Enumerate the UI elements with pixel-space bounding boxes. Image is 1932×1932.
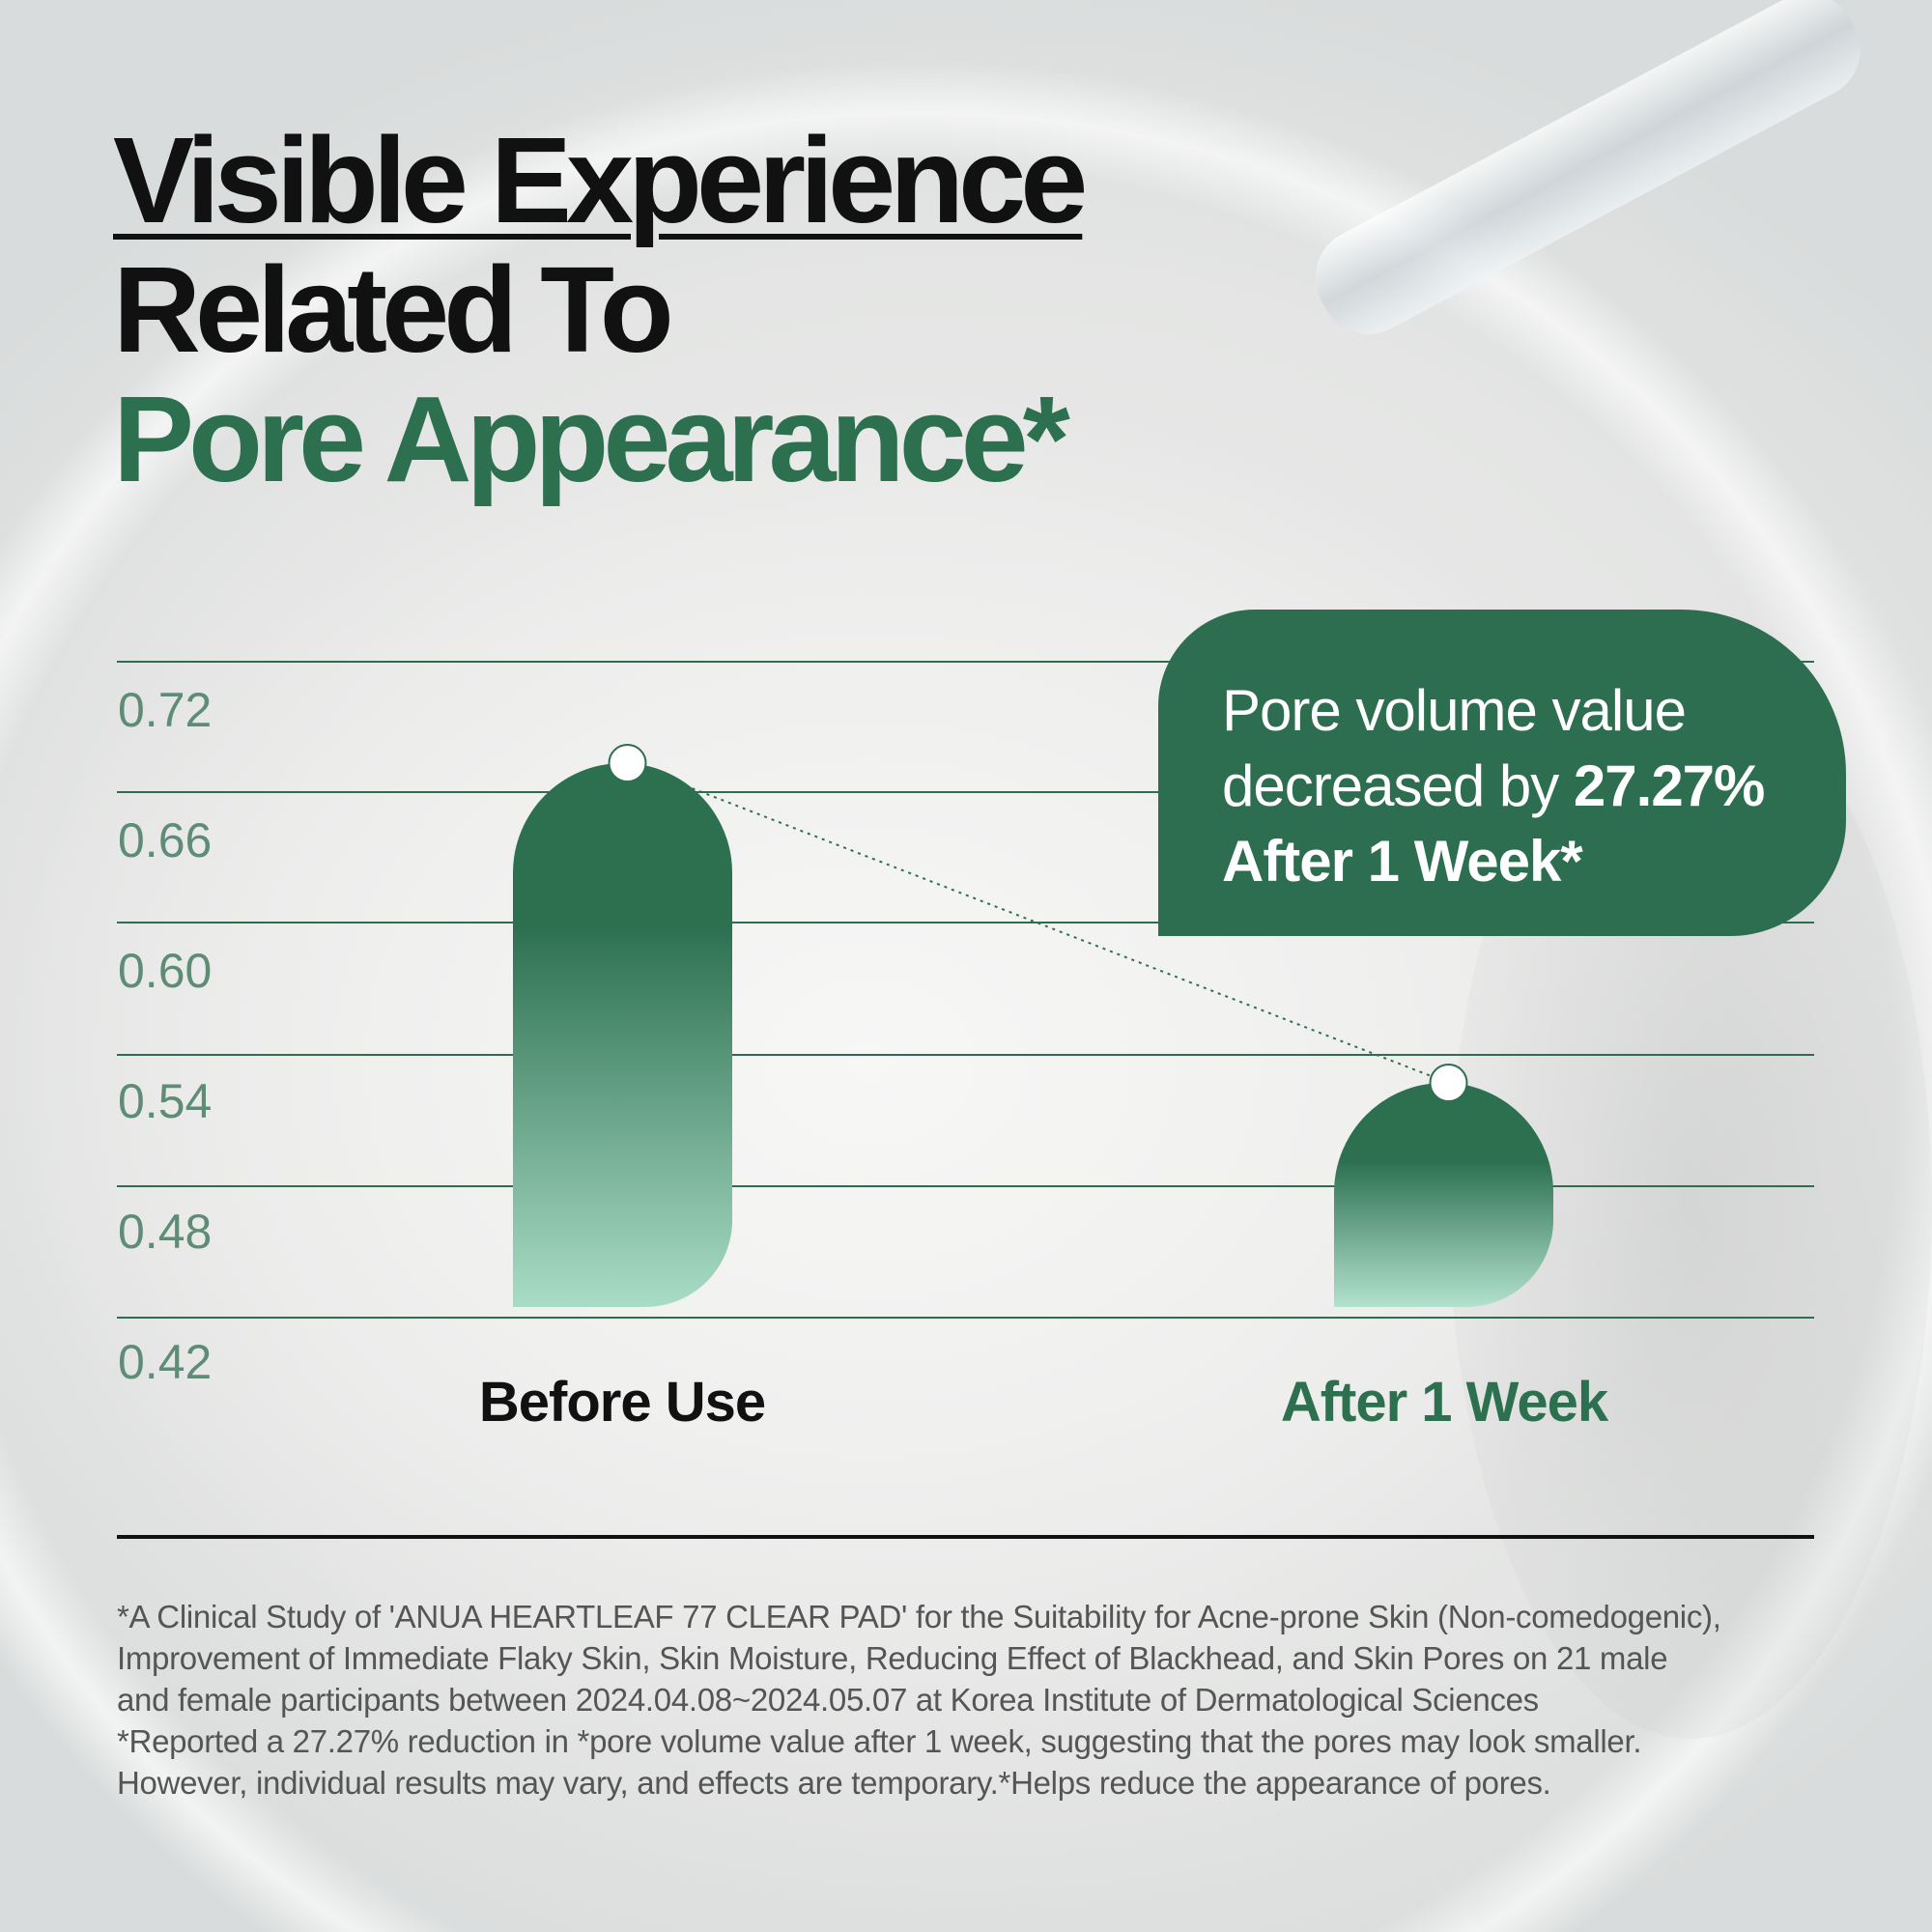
y-tick-label: 0.60 <box>118 944 213 998</box>
data-point-marker <box>608 744 647 782</box>
y-tick-label: 0.66 <box>118 813 213 867</box>
y-tick-label: 0.48 <box>118 1205 213 1259</box>
x-label-before-use: Before Use <box>478 1371 766 1434</box>
y-tick-label: 0.42 <box>118 1335 213 1389</box>
y-tick-label: 0.72 <box>118 683 213 737</box>
divider-rule <box>117 1535 1814 1539</box>
title-line-2: Related To <box>113 242 674 378</box>
footnote-line: and female participants between 2024.04.… <box>117 1682 1539 1718</box>
bar-after-1-week <box>1334 1083 1553 1307</box>
background-pad-rim <box>0 39 1932 1932</box>
result-callout: Pore volume value decreased by 27.27% Af… <box>1158 610 1846 936</box>
data-point-marker <box>1429 1064 1468 1102</box>
x-label-after-1-week: After 1 Week <box>1280 1371 1608 1434</box>
callout-line-2: decreased by <box>1222 753 1574 818</box>
footnote-line: However, individual results may vary, an… <box>117 1765 1551 1801</box>
connector-line <box>627 762 1449 1084</box>
footnote-line: *A Clinical Study of 'ANUA HEARTLEAF 77 … <box>117 1599 1721 1634</box>
callout-line-3: After 1 Week* <box>1222 829 1583 894</box>
callout-percentage: 27.27% <box>1573 753 1765 818</box>
bar-before-use <box>513 762 732 1307</box>
footnote-line: *Reported a 27.27% reduction in *pore vo… <box>117 1723 1642 1759</box>
title-line-3: Pore Appearance* <box>113 371 1070 507</box>
y-tick-label: 0.54 <box>118 1074 213 1128</box>
footnote-line: Improvement of Immediate Flaky Skin, Ski… <box>117 1640 1668 1676</box>
callout-line-1: Pore volume value <box>1222 678 1687 743</box>
footnote: *A Clinical Study of 'ANUA HEARTLEAF 77 … <box>117 1596 1914 1804</box>
title-line-1: Visible Experience <box>113 112 1088 248</box>
